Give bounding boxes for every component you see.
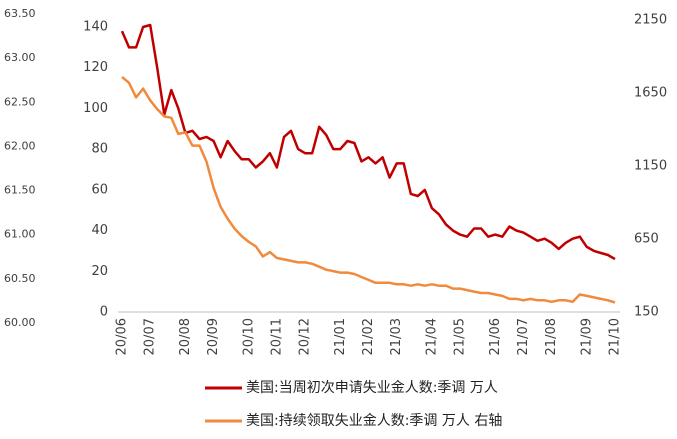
legend-label: 美国:当周初次申请失业金人数:季调 万人 [246,379,498,396]
legend-label: 美国:持续领取失业金人数:季调 万人 右轴 [246,412,502,429]
x-tick-label: 20/11 [269,318,284,355]
y3-tick-label: 62.00 [4,139,36,152]
series-line [121,75,616,304]
y-tick-label: 80 [91,142,108,157]
y-tick-label: 60 [91,182,108,197]
x-tick-label: 21/08 [544,318,559,355]
x-tick-label: 20/07 [143,318,158,355]
y2-tick-label: 1650 [634,86,667,101]
y3-tick-label: 63.50 [4,7,36,20]
x-tick-label: 21/04 [424,318,439,355]
x-tick-label: 21/10 [608,318,623,355]
series-line [120,23,616,261]
y3-tick-label: 61.50 [4,184,36,197]
x-tick-label: 21/05 [453,318,468,355]
x-tick-label: 21/09 [579,318,594,355]
x-tick-label: 20/10 [241,318,256,355]
y2-tick-label: 2150 [634,13,667,28]
y3-tick-label: 61.00 [4,228,36,241]
y-tick-label: 120 [83,60,108,75]
x-tick-label: 20/06 [115,318,130,355]
y-tick-label: 140 [83,20,108,35]
x-tick-label: 20/12 [298,318,313,355]
y3-tick-label: 63.00 [4,51,36,64]
y-tick-label: 0 [100,305,108,320]
x-tick-label: 20/09 [206,318,221,355]
x-tick-label: 21/07 [516,318,531,355]
x-tick-label: 21/02 [361,318,376,355]
x-tick-label: 20/08 [178,318,193,355]
x-tick-label: 21/06 [488,318,503,355]
y-tick-label: 100 [83,101,108,116]
y2-tick-label: 150 [634,305,659,320]
y3-tick-label: 62.50 [4,95,36,108]
y-tick-label: 20 [91,264,108,279]
y2-tick-label: 1150 [634,159,667,174]
y2-tick-label: 650 [634,232,659,247]
y3-tick-label: 60.50 [4,272,36,285]
y-tick-label: 40 [91,223,108,238]
x-tick-label: 21/03 [389,318,404,355]
x-tick-label: 21/01 [333,318,348,355]
y3-tick-label: 60.00 [4,316,36,329]
